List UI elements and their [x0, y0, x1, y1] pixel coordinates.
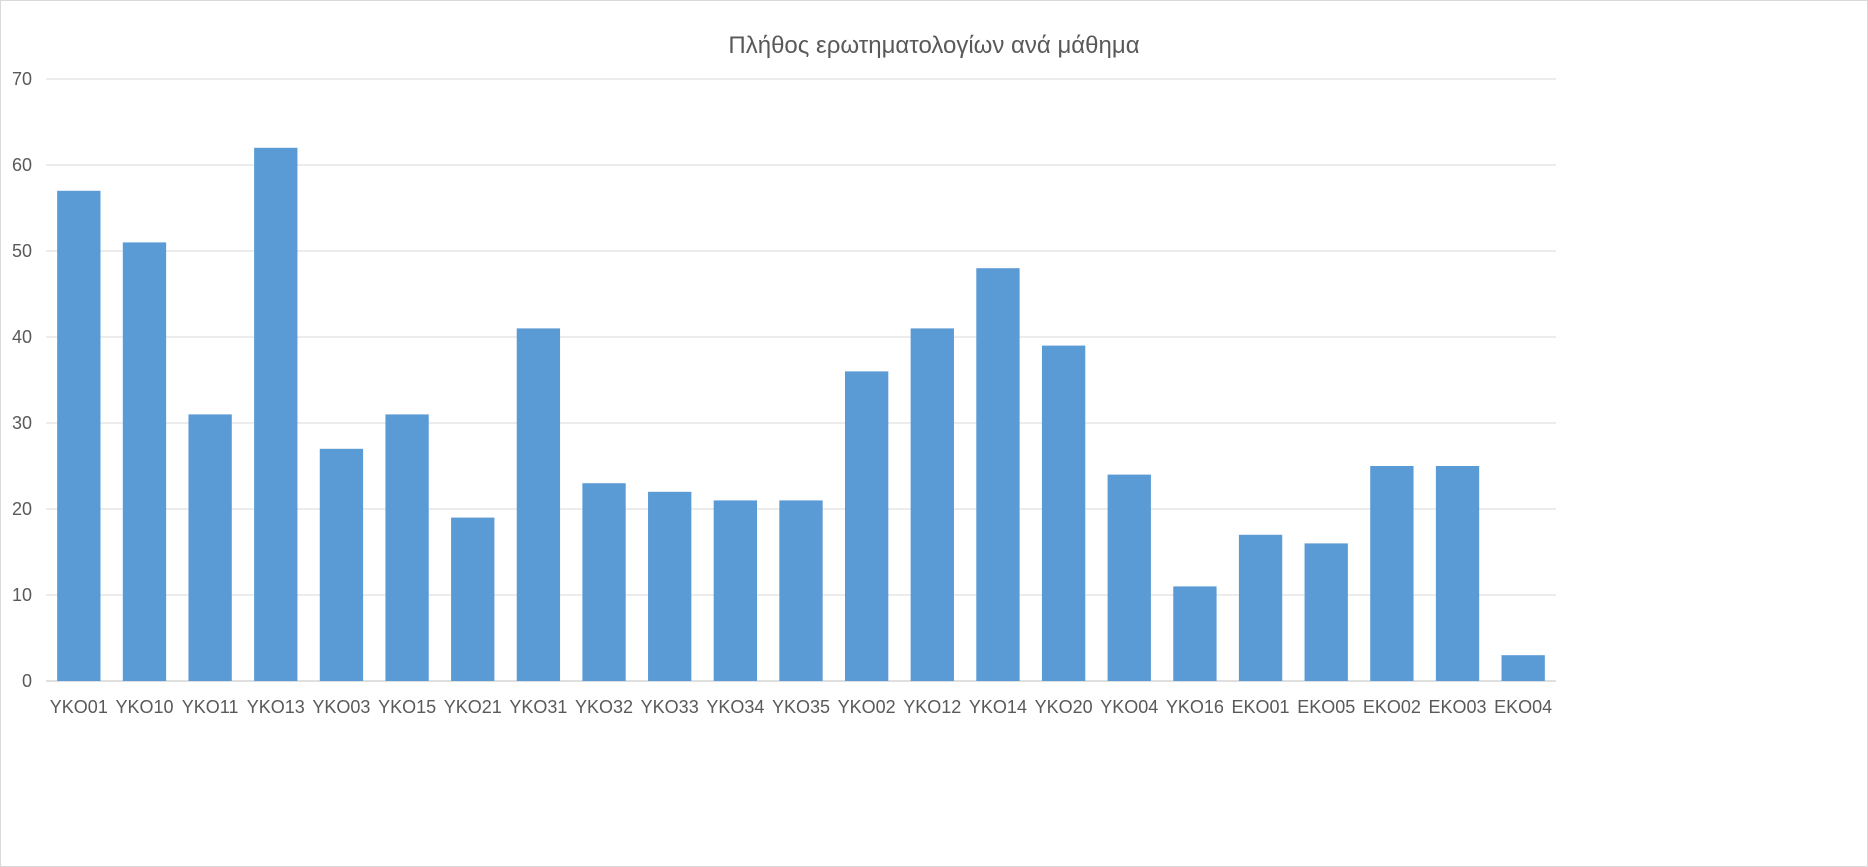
- x-tick-label: YKO34: [706, 697, 764, 717]
- bar-yko20: [1041, 345, 1086, 681]
- x-tick-label: YKO10: [115, 697, 173, 717]
- x-tick-label: YKO31: [509, 697, 567, 717]
- bar-eko03: [1435, 466, 1480, 681]
- x-tick-label: YKO33: [641, 697, 699, 717]
- bar-eko01: [1238, 534, 1283, 681]
- chart-title: Πλήθος ερωτηματολογίων ανά μάθημα: [728, 32, 1139, 59]
- x-tick-label: YKO21: [444, 697, 502, 717]
- x-tick-label: EKO04: [1494, 697, 1552, 717]
- bar-eko04: [1501, 655, 1545, 681]
- x-tick-label: EKO02: [1363, 697, 1421, 717]
- bar-yko15: [385, 414, 429, 681]
- bar-eko02: [1370, 466, 1414, 681]
- x-tick-label: YKO32: [575, 697, 633, 717]
- x-tick-label: EKO03: [1428, 697, 1486, 717]
- y-tick-label: 20: [12, 499, 32, 519]
- bars: [57, 147, 1545, 682]
- y-axis: 0 10 20 30 40 50 60 70: [12, 69, 32, 691]
- x-tick-label: YKO04: [1100, 697, 1158, 717]
- y-tick-label: 0: [22, 671, 32, 691]
- bar-yko13: [254, 147, 298, 682]
- bar-yko33: [648, 491, 692, 681]
- x-tick-label: YKO11: [182, 697, 239, 717]
- bar-yko32: [582, 483, 626, 681]
- y-tick-label: 10: [12, 585, 32, 605]
- x-tick-label: YKO02: [838, 697, 896, 717]
- bar-yko31: [516, 328, 561, 681]
- bar-yko01: [57, 190, 101, 682]
- x-tick-label: YKO20: [1035, 697, 1093, 717]
- bar-yko16: [1173, 586, 1217, 681]
- bar-yko21: [451, 517, 495, 681]
- y-tick-label: 70: [12, 69, 32, 89]
- x-tick-label: YKO13: [247, 697, 305, 717]
- y-tick-label: 60: [12, 155, 32, 175]
- bar-yko03: [319, 448, 364, 681]
- y-tick-label: 40: [12, 327, 32, 347]
- bar-yko02: [844, 371, 889, 681]
- x-tick-label: YKO16: [1166, 697, 1224, 717]
- x-tick-label: YKO01: [50, 697, 108, 717]
- x-tick-label: YKO35: [772, 697, 830, 717]
- bar-yko14: [976, 268, 1020, 681]
- bar-yko12: [910, 328, 954, 681]
- x-tick-label: YKO14: [969, 697, 1027, 717]
- x-tick-label: EKO05: [1297, 697, 1355, 717]
- x-axis: YKO01 YKO10 YKO11 YKO13 YKO03 YKO15 YKO21 YKO31…: [50, 697, 1552, 717]
- bar-yko34: [713, 500, 758, 681]
- x-tick-label: YKO12: [903, 697, 961, 717]
- bar-eko05: [1304, 543, 1348, 681]
- bar-yko35: [779, 500, 823, 681]
- bar-yko10: [122, 242, 167, 681]
- y-tick-label: 30: [12, 413, 32, 433]
- x-tick-label: YKO03: [312, 697, 370, 717]
- bar-yko04: [1107, 474, 1151, 681]
- x-tick-label: YKO15: [378, 697, 436, 717]
- x-tick-label: EKO01: [1232, 697, 1290, 717]
- y-tick-label: 50: [12, 241, 32, 261]
- bar-yko11: [188, 414, 232, 681]
